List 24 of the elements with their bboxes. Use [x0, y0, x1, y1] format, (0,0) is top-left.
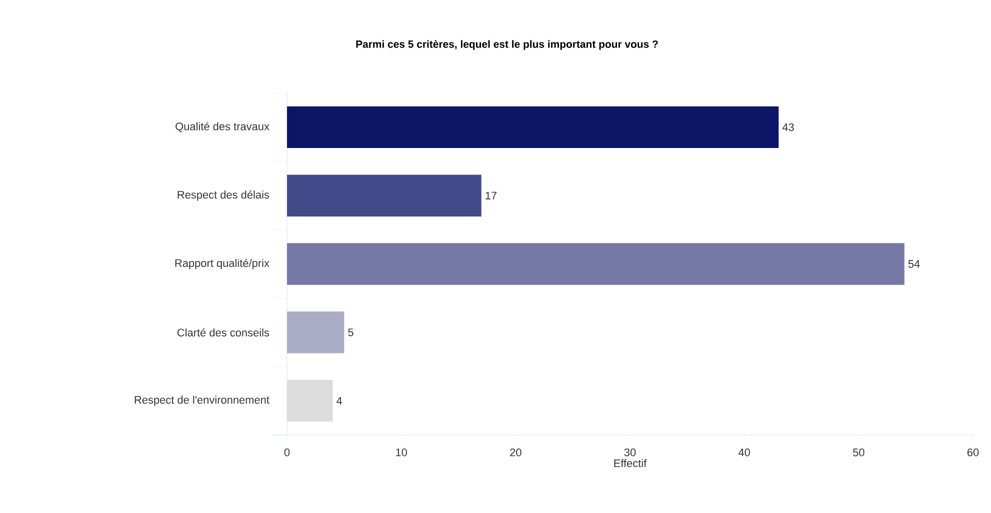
y-tick-label: Qualité des travaux — [176, 122, 270, 132]
chart-title: Parmi ces 5 critères, lequel est le plus important pour vous ? — [356, 40, 658, 50]
x-tick-label: 20 — [510, 448, 522, 456]
bar — [287, 380, 333, 422]
x-tick-label: 40 — [738, 448, 750, 456]
y-tick-label: Clarté des conseils — [177, 328, 270, 336]
data-label: 4 — [336, 397, 342, 405]
y-tick-label: Rapport qualité/prix — [175, 258, 270, 270]
data-label: 5 — [348, 328, 354, 336]
bar — [287, 243, 904, 285]
x-tick-label: 30 — [624, 448, 636, 456]
x-tick-label: 0 — [284, 448, 290, 456]
data-label: 17 — [486, 192, 497, 200]
bar — [287, 312, 344, 354]
x-tick-label: 50 — [853, 448, 864, 456]
x-tick-label: 60 — [967, 448, 979, 456]
bar — [287, 174, 482, 216]
data-label: 54 — [908, 260, 920, 268]
x-axis-title: Effectif — [614, 459, 647, 468]
y-tick-label: Respect des délais — [178, 190, 270, 201]
data-label: 43 — [782, 123, 794, 132]
y-tick-label: Respect de l'environnement — [134, 396, 270, 406]
bar — [287, 106, 779, 148]
x-tick-label: 10 — [396, 448, 407, 456]
